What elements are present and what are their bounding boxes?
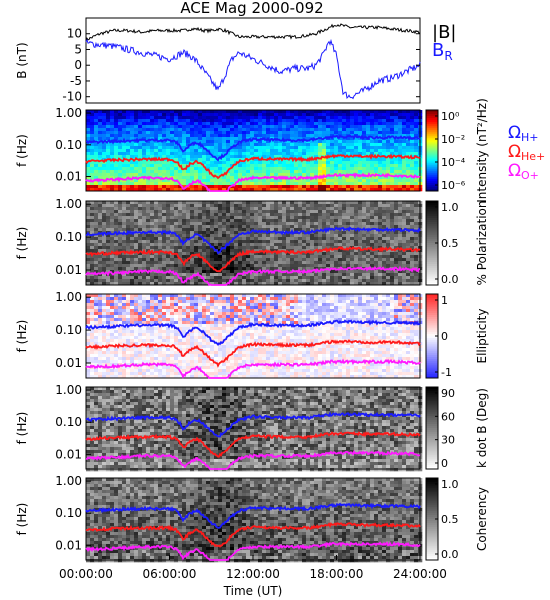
polarization-panel: 1.00 0.10 0.01 f (Hz) 1.0 0.5 0.0 % Polarizatio…: [15, 197, 489, 287]
series-line-br: [85, 38, 421, 100]
polarization-colorbar: 1.0 0.5 0.0 % Polarization: [425, 200, 489, 286]
colorbar-frame: [425, 109, 439, 192]
y-tick-label: 0.10: [55, 323, 82, 337]
he-plus-line: [85, 246, 421, 273]
coherency-panel: 1.00 0.10 0.01 f (Hz) 1.0 0.5 0.0 Coherency: [15, 474, 489, 563]
intensity-colorbar: 10⁰ 10⁻² 10⁻⁴ 10⁻⁶ Intensity (nT²/Hz): [425, 98, 489, 203]
legend-h-plus: ΩH+: [508, 123, 539, 144]
y-tick-label: 10: [67, 27, 82, 41]
colorbar-tick-label: 0.0: [441, 273, 459, 286]
colorbar-tick-label: 10⁻⁴: [441, 156, 466, 169]
bfield-plot-area: [85, 17, 421, 104]
h-plus-line: [85, 319, 421, 347]
h-plus-line: [85, 226, 421, 255]
y-tick-label: 0.10: [55, 230, 82, 244]
y-tick-label: 1.00: [55, 106, 82, 120]
y-tick-label: 0.10: [55, 506, 82, 520]
y-tick-label: 1.00: [55, 474, 82, 488]
o-plus-line: [85, 541, 421, 561]
y-tick-label: 0.10: [55, 415, 82, 429]
colorbar-tick-label: -1: [441, 366, 452, 379]
x-axis-label: Time (UT): [223, 584, 283, 598]
colorbar-tick-label: 1.0: [441, 478, 459, 491]
plot-frame: [85, 109, 421, 192]
y-tick-label: -5: [70, 74, 82, 88]
series-line-btotal: [85, 23, 421, 42]
x-tick-label: 24:00:00: [393, 567, 447, 581]
y-tick-label: -10: [62, 90, 82, 104]
colorbar-tick-label: 30: [441, 434, 455, 447]
ellipticity-colorbar: 1 0 -1 Ellipticity: [425, 293, 489, 379]
y-tick-label: 0.01: [55, 356, 82, 370]
colorbar-tick-label: 0: [441, 330, 448, 343]
he-plus-line: [85, 431, 421, 458]
y-tick-label: 0.01: [55, 170, 82, 184]
colorbar-tick-label: 0.0: [441, 548, 459, 561]
he-plus-line: [85, 153, 421, 180]
y-tick-label: 5: [74, 42, 82, 56]
colorbar-tick-label: 0: [441, 457, 448, 470]
kdotb-panel: 1.00 0.10 0.01 f (Hz) 90 60 30 0 k dot B (Deg): [15, 383, 489, 472]
y-axis-label: B (nT): [15, 42, 29, 78]
he-plus-line: [85, 522, 421, 548]
legend-he-plus: ΩHe+: [508, 142, 545, 163]
y-axis-label: f (Hz): [15, 503, 29, 536]
o-plus-line: [85, 171, 421, 192]
legend-o-plus: ΩO+: [508, 161, 539, 182]
colorbar-label: k dot B (Deg): [475, 388, 489, 468]
y-axis-label: f (Hz): [15, 227, 29, 260]
y-tick-label: 1.00: [55, 383, 82, 397]
colorbar-label: Coherency: [475, 487, 489, 551]
y-tick-label: 0.01: [55, 263, 82, 277]
y-tick-label: 0.01: [55, 447, 82, 461]
o-plus-line: [85, 449, 421, 470]
colorbar-label: Intensity (nT²/Hz): [475, 98, 489, 203]
y-tick-label: 1.00: [55, 197, 82, 211]
y-tick-label: 1.00: [55, 290, 82, 304]
colorbar-label: % Polarization: [475, 201, 489, 286]
ellipticity-panel: 1.00 0.10 0.01 f (Hz) 1 0 -1 Ellipticity: [15, 290, 489, 379]
kdotb-spectrogram: [86, 387, 423, 472]
intensity-panel: 1.00 0.10 0.01 f (Hz) 10⁰ 10⁻² 10⁻⁴ 10⁻⁶ Intensi…: [15, 98, 545, 203]
bfield-panel: 105 0 -5 -10 B (nT) |B|BR: [15, 17, 456, 104]
x-tick-label: 18:00:00: [310, 567, 364, 581]
figure-title: ACE Mag 2000-092: [180, 0, 323, 17]
x-tick-label: 00:00:00: [59, 567, 113, 581]
coherency-spectrogram: [86, 478, 423, 563]
kdotb-colorbar: 90 60 30 0 k dot B (Deg): [425, 386, 489, 470]
y-axis-label: f (Hz): [15, 134, 29, 167]
plot-frame: [85, 200, 421, 286]
colorbar-tick-label: 1.0: [441, 201, 459, 214]
o-plus-line: [85, 358, 421, 379]
y-axis-label: f (Hz): [15, 320, 29, 353]
h-plus-line: [86, 134, 421, 162]
colorbar-frame: [425, 386, 439, 470]
x-tick-label: 12:00:00: [226, 567, 280, 581]
y-tick-label: 0.10: [55, 138, 82, 152]
o-plus-line: [85, 265, 421, 287]
coherency-colorbar: 1.0 0.5 0.0 Coherency: [425, 477, 489, 561]
colorbar-tick-label: 90: [441, 387, 455, 400]
x-tick-label: 06:00:00: [143, 567, 197, 581]
colorbar-tick-label: 10⁻⁶: [441, 179, 466, 192]
colorbar-tick-label: 10⁰: [441, 110, 460, 123]
colorbar-label: Ellipticity: [475, 309, 489, 364]
h-plus-line: [85, 411, 421, 438]
colorbar-tick-label: 60: [441, 410, 455, 423]
plot-frame: [85, 293, 421, 379]
h-plus-line: [85, 502, 421, 529]
y-tick-label: 0: [74, 58, 82, 72]
colorbar-tick-label: 0.5: [441, 237, 459, 250]
y-axis-label: f (Hz): [15, 412, 29, 445]
colorbar-tick-label: 10⁻²: [441, 133, 465, 146]
legend-btotal: |B|: [432, 22, 456, 43]
legend-br: BR: [432, 40, 453, 63]
y-tick-label: 0.01: [55, 538, 82, 552]
he-plus-line: [85, 339, 421, 368]
plot-frame: [85, 386, 421, 470]
colorbar-tick-label: 0.5: [441, 513, 459, 526]
polarization-spectrogram: [86, 201, 423, 286]
colorbar-tick-label: 1: [441, 294, 448, 307]
